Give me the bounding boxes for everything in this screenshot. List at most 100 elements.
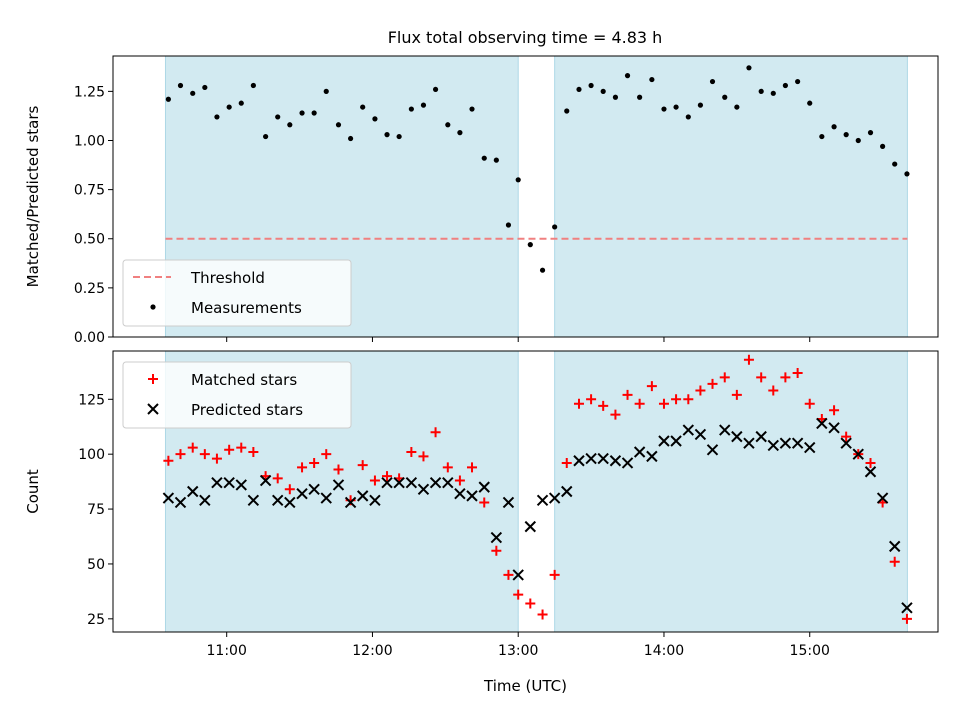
predicted-star-point — [381, 477, 393, 489]
y-tick-label: 0.25 — [74, 281, 105, 297]
matched-star-point — [175, 449, 186, 460]
x-axis-label: Time (UTC) — [483, 677, 567, 695]
predicted-star-point — [852, 448, 864, 460]
measurement-point — [782, 82, 788, 89]
predicted-star-point — [828, 422, 840, 434]
matched-star-point — [865, 457, 876, 468]
predicted-star-point — [320, 492, 332, 504]
matched-star-point — [622, 389, 633, 400]
predicted-star-point — [731, 430, 743, 443]
measurement-point — [190, 90, 196, 96]
measurement-point — [892, 161, 898, 167]
matched-star-point — [333, 464, 344, 475]
predicted-star-point — [646, 450, 658, 463]
legend-label: Predicted stars — [191, 401, 303, 419]
matched-star-point — [321, 449, 332, 460]
y-tick-label: 100 — [78, 447, 105, 463]
matched-star-point — [211, 453, 222, 464]
matched-star-point — [163, 455, 174, 466]
predicted-star-point — [706, 444, 719, 456]
measurement-point — [226, 104, 232, 110]
matched-star-point — [418, 451, 429, 462]
matched-star-point — [804, 398, 815, 409]
measurement-point — [880, 143, 886, 149]
legend-matched-swatch — [148, 374, 158, 384]
x-tick-label: 15:00 — [790, 643, 830, 659]
measurement-point — [855, 137, 861, 144]
matched-star-point — [248, 446, 259, 457]
matched-star-point — [382, 471, 393, 482]
predicted-star-point — [548, 492, 561, 504]
predicted-star-point — [344, 496, 357, 509]
measurement-point — [335, 122, 342, 128]
predicted-star-point — [597, 452, 609, 465]
measurement-point — [420, 102, 427, 108]
measurement-point — [408, 106, 414, 112]
matched-star-point — [756, 372, 767, 383]
predicted-star-point — [804, 441, 816, 454]
matched-star-point — [236, 442, 247, 453]
legend: Matched stars Predicted stars — [122, 361, 352, 429]
x-tick-label: 13:00 — [498, 643, 538, 659]
y-tick-label: 0.50 — [74, 232, 105, 248]
shaded-window — [554, 350, 908, 633]
predicted-star-point — [694, 428, 707, 441]
matched-star-point — [284, 484, 295, 495]
y-tick-label: 75 — [87, 502, 105, 518]
predicted-star-point — [816, 417, 828, 430]
predicted-star-point — [682, 424, 695, 436]
measurement-point — [372, 116, 378, 122]
matched-star-point — [707, 378, 718, 389]
measurement-point — [576, 86, 582, 93]
measurement-point — [564, 108, 570, 114]
measurement-point — [457, 130, 463, 136]
matched-star-point — [491, 545, 502, 556]
matched-star-point — [525, 598, 536, 609]
measurement-point — [515, 177, 521, 183]
measurement-point — [539, 267, 546, 273]
matched-star-point — [224, 444, 235, 455]
measurement-point — [347, 135, 354, 142]
matched-star-point — [549, 569, 560, 580]
matched-star-point — [792, 367, 803, 378]
matched-star-point — [272, 473, 283, 484]
matched-star-point — [406, 446, 417, 457]
matched-star-point — [573, 398, 584, 409]
measurement-point — [843, 132, 849, 138]
measurement-point — [770, 90, 776, 96]
predicted-star-point — [512, 569, 524, 581]
matched-star-point — [297, 462, 308, 473]
measurement-point — [493, 157, 499, 163]
matched-star-point — [829, 405, 840, 416]
measurement-point — [323, 88, 329, 94]
predicted-star-point — [174, 496, 187, 509]
measurement-point — [588, 82, 594, 89]
y-tick-label: 0.00 — [74, 330, 105, 346]
y-tick-label: 50 — [87, 557, 105, 573]
measurement-point — [661, 106, 667, 112]
measurement-point — [481, 155, 487, 161]
predicted-star-point — [308, 483, 320, 496]
predicted-star-point — [199, 494, 211, 506]
measurement-point — [311, 110, 317, 116]
measurement-point — [612, 94, 619, 100]
predicted-star-point — [490, 531, 503, 544]
shaded-window — [554, 55, 908, 338]
matched-star-point — [513, 589, 524, 600]
y-axis-label: Matched/Predicted stars — [24, 106, 42, 288]
x-tick-label: 11:00 — [207, 643, 247, 659]
predicted-star-point — [235, 479, 247, 491]
measurement-point — [250, 82, 256, 89]
matched-star-point — [442, 462, 453, 473]
predicted-star-point — [585, 452, 597, 465]
measurement-point — [527, 242, 533, 248]
predicted-star-point — [889, 540, 901, 553]
measurement-point — [831, 124, 837, 130]
legend-label: Measurements — [191, 299, 302, 317]
predicted-star-point — [536, 494, 549, 506]
measurement-point — [214, 114, 220, 120]
measurement-point — [795, 78, 801, 85]
y-tick-label: 1.00 — [74, 133, 105, 149]
measurement-point — [445, 122, 451, 128]
matched-star-point — [646, 381, 657, 392]
